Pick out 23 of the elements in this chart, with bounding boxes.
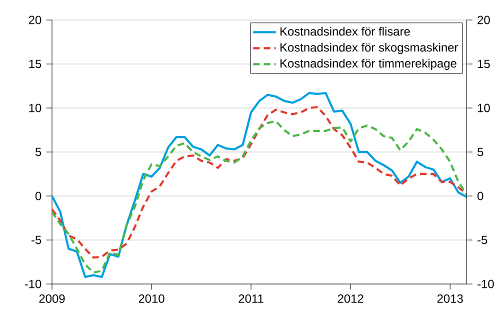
- legend-label: Kostnadsindex för timmerekipage: [280, 58, 456, 70]
- y2-tick-label: 10: [478, 104, 490, 112]
- y2-tick-label: 15: [478, 60, 490, 68]
- y-tick-label: 20: [28, 16, 42, 24]
- y-tick-label: -5: [32, 236, 42, 244]
- legend-label: Kostnadsindex för flisare: [280, 26, 410, 36]
- y2-tick-label: -5: [478, 236, 488, 244]
- x-tick-label: 2010: [138, 294, 164, 303]
- y2-tick-label: 0: [477, 192, 484, 200]
- y2-tick-label: -10: [478, 280, 494, 288]
- y2-tick-label: 20: [478, 16, 490, 24]
- legend-label: Kostnadsindex för skogsmaskiner: [280, 42, 458, 54]
- y-tick-label: 0: [35, 192, 42, 200]
- line-series: [52, 92, 467, 278]
- x-tick-label: 2012: [338, 294, 364, 303]
- y-tick-label: 10: [29, 104, 42, 112]
- y2-tick-label: 5: [478, 148, 484, 156]
- x-tick-label: 2013: [437, 294, 463, 303]
- y-tick-label: 5: [35, 148, 42, 156]
- x-tick-label: 2011: [238, 294, 264, 303]
- x-tick-label: 2009: [39, 294, 65, 303]
- y-tick-label: 15: [29, 60, 42, 68]
- y-tick-label: -10: [24, 280, 42, 288]
